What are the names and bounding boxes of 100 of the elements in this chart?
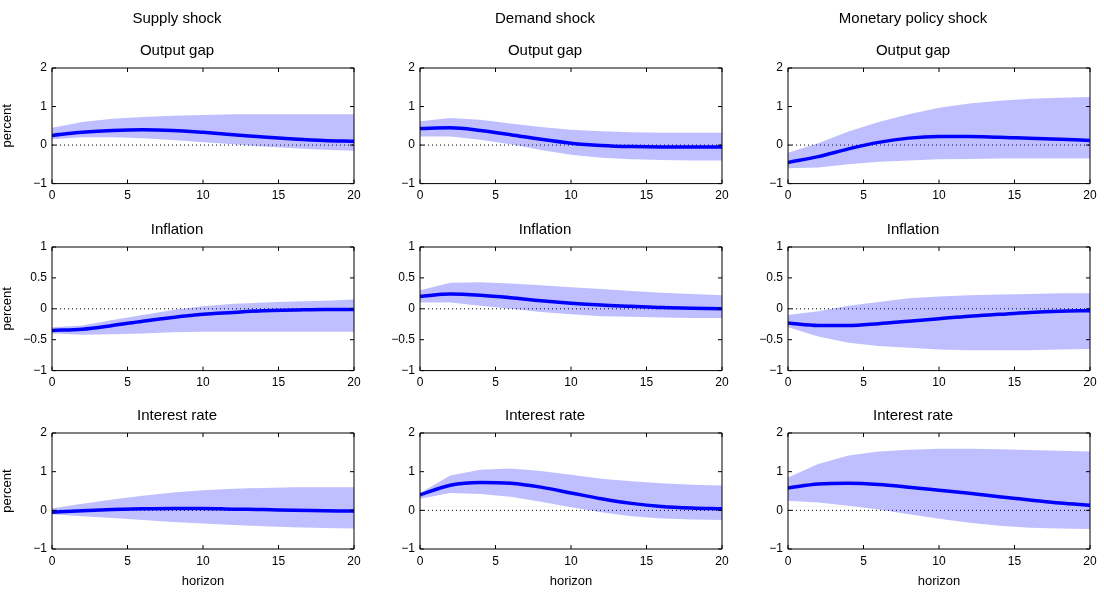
y-tick-label: 1 <box>408 238 416 253</box>
y-tick-label: −1 <box>769 175 784 190</box>
y-tick-label: 1 <box>776 98 784 113</box>
y-tick-label: −1 <box>769 541 784 556</box>
y-tick-label: 2 <box>40 425 48 440</box>
x-tick-label: 20 <box>1083 374 1097 389</box>
chart-title: Monetary policy shock <box>838 9 988 27</box>
y-tick-label: 2 <box>408 425 416 440</box>
y-tick-label: 0 <box>776 300 784 315</box>
x-axis-title: horizon <box>181 573 225 589</box>
x-tick-label: 10 <box>932 553 946 568</box>
y-tick-label: 2 <box>408 60 416 75</box>
y-tick-label: 0 <box>40 137 48 152</box>
line-series <box>420 125 722 149</box>
y-tick-label: 1 <box>40 464 48 479</box>
chart-title: Interest rate <box>504 406 586 424</box>
y-tick-label: −1 <box>33 362 48 377</box>
x-tick-label: 20 <box>347 188 361 203</box>
y-tick-label: −1 <box>401 541 416 556</box>
x-tick-label: 10 <box>564 374 578 389</box>
y-tick-label: 1 <box>40 98 48 113</box>
chart-title: Inflation <box>518 219 572 237</box>
chart-title: Interest rate <box>872 406 954 424</box>
line-series <box>788 308 1090 327</box>
x-tick-label: 5 <box>492 188 500 203</box>
y-tick-label: −0.5 <box>759 331 784 346</box>
x-tick-label: 20 <box>715 188 729 203</box>
x-tick-label: 15 <box>1007 374 1022 389</box>
y-tick-label: −1 <box>401 175 416 190</box>
chart-title: Supply shock <box>132 9 223 27</box>
x-tick-label: 10 <box>196 188 210 203</box>
x-axis-title: horizon <box>549 573 593 589</box>
y-tick-label: −1 <box>401 362 416 377</box>
x-tick-label: 5 <box>124 553 132 568</box>
y-tick-label: −1 <box>33 175 48 190</box>
x-tick-label: 15 <box>271 188 286 203</box>
x-tick-label: 15 <box>1007 188 1022 203</box>
y-tick-label: 2 <box>40 60 48 75</box>
y-tick-label: 1 <box>408 464 416 479</box>
x-tick-label: 5 <box>492 553 500 568</box>
y-axis-title: percent <box>0 286 15 331</box>
line-series <box>420 481 722 511</box>
line-series <box>52 127 354 143</box>
x-tick-label: 10 <box>564 188 578 203</box>
line-series <box>788 134 1090 165</box>
chart-subtitle: Output gap <box>507 41 583 59</box>
y-tick-label: 0.5 <box>30 269 48 284</box>
line-series <box>420 291 722 311</box>
y-tick-label: 1 <box>408 98 416 113</box>
y-tick-label: 0 <box>40 502 48 517</box>
chart-subtitle: Output gap <box>139 41 215 59</box>
chart-title: Inflation <box>150 219 204 237</box>
x-tick-label: 20 <box>715 553 729 568</box>
chart-title: Interest rate <box>136 406 218 424</box>
chart-title: Demand shock <box>494 9 596 27</box>
x-tick-label: 5 <box>124 374 132 389</box>
y-axis-title: percent <box>0 103 15 148</box>
y-tick-label: 0 <box>408 502 416 517</box>
y-tick-label: −1 <box>33 541 48 556</box>
chart-subtitle: Output gap <box>875 41 951 59</box>
x-tick-label: 20 <box>347 553 361 568</box>
x-tick-label: 10 <box>932 188 946 203</box>
y-tick-label: 2 <box>776 425 784 440</box>
y-tick-label: 1 <box>776 464 784 479</box>
y-tick-label: 0.5 <box>398 269 416 284</box>
y-tick-label: −0.5 <box>391 331 416 346</box>
line-series <box>788 481 1090 508</box>
x-tick-label: 10 <box>196 374 210 389</box>
y-tick-label: 0 <box>408 300 416 315</box>
y-tick-label: 0 <box>408 137 416 152</box>
x-tick-label: 5 <box>860 374 868 389</box>
y-tick-label: 1 <box>40 238 48 253</box>
x-tick-label: 20 <box>347 374 361 389</box>
y-tick-label: 0 <box>776 137 784 152</box>
y-tick-label: 2 <box>776 60 784 75</box>
y-tick-label: 0 <box>40 300 48 315</box>
x-tick-label: 20 <box>1083 188 1097 203</box>
x-tick-label: 15 <box>271 374 286 389</box>
chart-title: Inflation <box>886 219 940 237</box>
x-tick-label: 15 <box>639 188 654 203</box>
x-axis-title: horizon <box>917 573 961 589</box>
y-tick-label: −0.5 <box>23 331 48 346</box>
x-tick-label: 10 <box>564 553 578 568</box>
x-tick-label: 15 <box>271 553 286 568</box>
y-axis-title: percent <box>0 469 15 514</box>
x-tick-label: 20 <box>715 374 729 389</box>
x-tick-label: 15 <box>639 374 654 389</box>
y-tick-label: 0 <box>776 502 784 517</box>
x-tick-label: 10 <box>932 374 946 389</box>
x-tick-label: 5 <box>492 374 500 389</box>
x-tick-label: 5 <box>860 553 868 568</box>
y-tick-label: −1 <box>769 362 784 377</box>
x-tick-label: 5 <box>860 188 868 203</box>
y-tick-label: 1 <box>776 238 784 253</box>
line-series <box>52 307 354 332</box>
x-tick-label: 15 <box>1007 553 1022 568</box>
x-tick-label: 20 <box>1083 553 1097 568</box>
x-tick-label: 10 <box>196 553 210 568</box>
y-tick-label: 0.5 <box>766 269 784 284</box>
x-tick-label: 15 <box>639 553 654 568</box>
